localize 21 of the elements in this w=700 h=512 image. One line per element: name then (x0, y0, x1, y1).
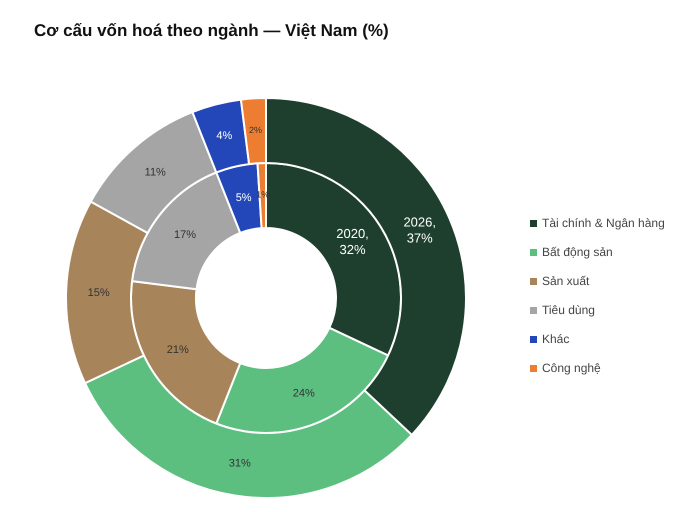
data-label: 4% (216, 130, 233, 142)
legend-label: Công nghệ (542, 361, 602, 376)
legend-label: Sản xuất (542, 274, 590, 288)
slice-label: 2026, (403, 214, 436, 230)
data-label: 1% (256, 190, 270, 200)
legend-label: Khác (542, 332, 570, 346)
data-label: 2% (248, 125, 262, 136)
data-label: 5% (236, 192, 252, 204)
data-label: 31% (228, 457, 252, 470)
data-label: 11% (144, 166, 166, 178)
data-label: 32% (340, 242, 366, 258)
chart-title: Cơ cấu vốn hoá theo ngành — Việt Nam (%) (34, 21, 389, 40)
data-label: 21% (166, 344, 189, 356)
data-label: 24% (292, 387, 315, 400)
data-label: 37% (406, 230, 434, 246)
legend-label: Tiêu dùng (542, 303, 595, 318)
data-label: 15% (88, 286, 110, 299)
slice-label: 2020, (336, 226, 369, 242)
legend-label: Tài chính & Ngân hàng (542, 216, 665, 230)
data-label: 17% (174, 229, 196, 242)
legend-label: Bất động sản (542, 245, 613, 260)
